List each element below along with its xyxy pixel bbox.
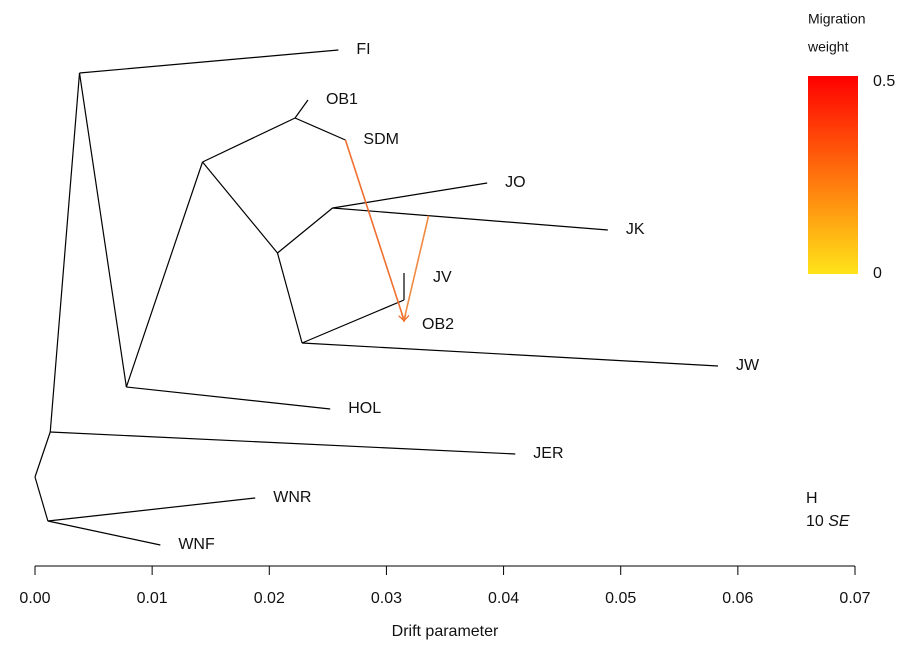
leaf-label: WNR (273, 489, 311, 506)
legend-title: Migration (808, 11, 866, 27)
tree-edge (126, 386, 331, 410)
leaf-label: JW (736, 357, 760, 374)
leaf-label: HOL (348, 400, 381, 417)
scale-number: 10 (806, 513, 824, 530)
migration-edge (344, 139, 404, 320)
tree-edge (34, 431, 51, 478)
tree-edge (332, 207, 608, 231)
leaf-label: OB1 (326, 91, 358, 108)
leaf-label: JO (505, 174, 525, 191)
scale-mark: H (806, 490, 818, 507)
tree-edge (125, 161, 204, 388)
leaf-label: JER (533, 445, 563, 462)
x-tick-label: 0.00 (19, 590, 50, 607)
tree-edge (294, 117, 346, 141)
x-tick-label: 0.03 (371, 590, 402, 607)
scale-label: 10 SE (806, 513, 850, 530)
tree-edge (47, 520, 161, 546)
leaf-label: WNF (178, 536, 215, 553)
tree-edge (34, 476, 49, 522)
migration-edge (404, 215, 430, 320)
leaf-label: OB2 (422, 316, 454, 333)
x-tick-label: 0.02 (254, 590, 285, 607)
x-tick-label: 0.04 (488, 590, 519, 607)
tree-edge (277, 207, 333, 254)
tree-edge (47, 497, 256, 522)
tree-edge (202, 117, 296, 163)
scale-unit: SE (828, 513, 850, 530)
tree-edge (50, 431, 516, 455)
x-tick-label: 0.07 (839, 590, 870, 607)
tree-edge (301, 299, 405, 344)
x-tick-label: 0.06 (722, 590, 753, 607)
x-tick-label: 0.05 (605, 590, 636, 607)
tree-edge (202, 161, 278, 254)
leaf-label: JK (626, 221, 645, 238)
leaf-label: SDM (363, 131, 399, 148)
tree-edge (294, 99, 309, 119)
tree-edge (49, 72, 81, 433)
color-tick-label: 0 (873, 265, 882, 282)
x-tick-label: 0.01 (137, 590, 168, 607)
leaf-label: FI (356, 41, 370, 58)
tree-edge (302, 342, 718, 367)
leaf-label: JV (433, 269, 452, 286)
legend-title: weight (807, 39, 849, 55)
tree-edge (332, 182, 488, 209)
x-axis-title: Drift parameter (392, 623, 499, 640)
tree-edge (79, 49, 339, 74)
color-tick-label: 0.5 (873, 73, 895, 90)
tree-edge (276, 252, 303, 344)
tree-edge (78, 72, 127, 388)
color-bar (808, 76, 858, 274)
